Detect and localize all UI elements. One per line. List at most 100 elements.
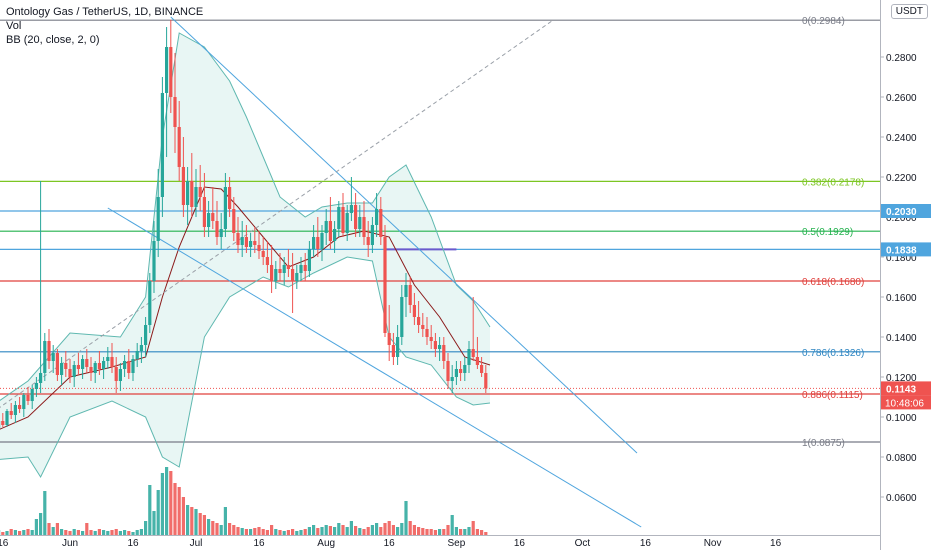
volume-bar	[320, 527, 324, 535]
volume-bar	[442, 529, 446, 535]
volume-bar	[169, 471, 173, 535]
candle-body	[438, 345, 442, 349]
candle-body	[404, 285, 408, 297]
candle-body	[408, 285, 412, 305]
candle-body	[429, 337, 433, 341]
candle-body	[337, 207, 341, 229]
currency-button[interactable]: USDT	[890, 4, 928, 19]
candle-body	[68, 369, 72, 377]
candle-body	[18, 405, 22, 409]
volume-bar	[291, 529, 295, 535]
volume-bar	[123, 530, 127, 535]
volume-bar	[198, 513, 202, 535]
volume-bar	[484, 532, 488, 535]
volume-indicator-label[interactable]: Vol	[6, 20, 22, 32]
volume-bar	[299, 530, 303, 535]
candle-body	[232, 209, 236, 233]
candle-body	[51, 353, 55, 361]
volume-bar	[307, 527, 311, 535]
volume-bar	[148, 485, 152, 535]
candle-body	[282, 265, 286, 273]
candle-body	[391, 345, 395, 357]
volume-bar	[177, 487, 181, 535]
candle-body	[135, 351, 139, 359]
volume-bar	[131, 532, 135, 535]
candle-body	[215, 221, 219, 237]
volume-bar	[244, 529, 248, 535]
candle-body	[240, 237, 244, 245]
volume-bar	[412, 525, 416, 535]
candle-body	[303, 265, 307, 271]
volume-bar	[13, 530, 17, 535]
candle-body	[257, 245, 261, 251]
volume-bar	[22, 530, 26, 535]
volume-bar	[253, 528, 257, 535]
volume-bar	[295, 531, 299, 535]
volume-bar	[232, 525, 236, 535]
symbol-title[interactable]: Ontology Gas / TetherUS, 1D, BINANCE	[6, 6, 204, 18]
candle-body	[165, 47, 169, 93]
volume-bar	[459, 529, 463, 535]
volume-bar	[425, 529, 429, 535]
candle-body	[198, 187, 202, 197]
candle-body	[114, 367, 118, 381]
price-tick-label: 0.1000	[886, 413, 917, 424]
candle-body	[261, 251, 265, 257]
volume-bar	[261, 529, 265, 535]
volume-bar	[366, 527, 370, 535]
time-tick-label: Jun	[62, 538, 78, 549]
volume-bar	[379, 527, 383, 535]
time-tick-label: 16	[253, 538, 265, 549]
volume-bar	[265, 530, 269, 535]
candle-body	[39, 373, 43, 383]
volume-bar	[228, 523, 232, 535]
volume-bar	[274, 529, 278, 535]
fib-level-label: 0.5(0.1929)	[802, 227, 853, 238]
volume-bar	[43, 491, 47, 535]
countdown-label: 10:48:06	[885, 398, 924, 409]
price-tick-label: 0.2400	[886, 133, 917, 144]
fib-level-label: 1(0.0875)	[802, 438, 845, 449]
volume-bar	[186, 505, 190, 535]
price-tick-label: 0.1400	[886, 333, 917, 344]
candle-body	[417, 317, 421, 325]
horizontal-level-label: 0.2030	[886, 207, 917, 218]
volume-bar	[173, 483, 177, 535]
candle-body	[93, 363, 97, 373]
bollinger-indicator-label[interactable]: BB (20, close, 2, 0)	[6, 34, 100, 46]
candle-body	[219, 229, 223, 237]
candle-body	[13, 405, 17, 415]
candle-body	[30, 389, 34, 401]
candle-body	[480, 365, 484, 373]
time-tick-label: 16	[0, 538, 9, 549]
price-tick-label: 0.1600	[886, 293, 917, 304]
volume-bar	[194, 509, 198, 535]
candle-body	[139, 345, 143, 351]
volume-bar	[463, 529, 467, 535]
volume-bar	[475, 529, 479, 535]
candle-body	[160, 93, 164, 197]
candle-body	[265, 257, 269, 265]
candle-body	[471, 349, 475, 357]
candle-body	[467, 349, 471, 365]
candle-body	[370, 225, 374, 245]
volume-bar	[64, 530, 68, 535]
time-tick-label: 16	[770, 538, 782, 549]
candle-body	[177, 127, 181, 167]
candle-body	[236, 233, 240, 245]
volume-bar	[370, 525, 374, 535]
horizontal-level-badge	[881, 242, 931, 257]
volume-bar	[72, 529, 76, 535]
volume-bar	[345, 527, 349, 535]
volume-bar	[165, 467, 169, 535]
volume-bar	[362, 529, 366, 535]
candle-body	[307, 249, 311, 271]
time-tick-label: Sep	[448, 538, 466, 549]
candle-body	[274, 269, 278, 281]
candle-body	[190, 181, 194, 207]
volume-bar	[400, 523, 404, 535]
candle-body	[211, 213, 215, 221]
volume-bar	[30, 530, 34, 535]
horizontal-level-label: 0.1838	[886, 245, 917, 256]
